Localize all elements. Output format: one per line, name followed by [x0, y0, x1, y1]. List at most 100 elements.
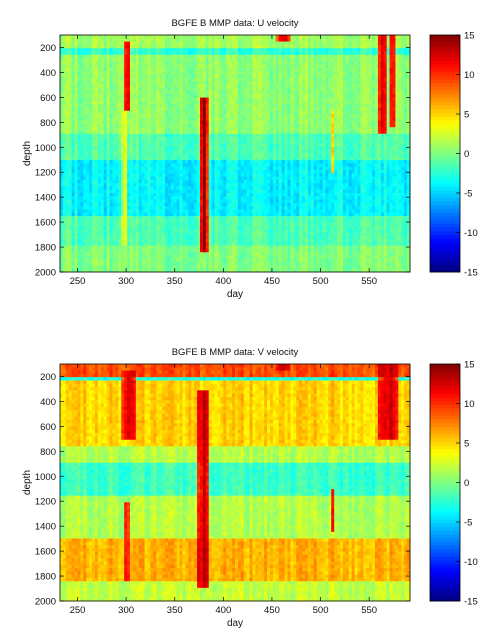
heatmap-cell: [89, 107, 92, 111]
heatmap-cell: [136, 42, 139, 46]
heatmap-cell: [110, 111, 113, 115]
heatmap-cell: [107, 177, 110, 181]
heatmap-cell: [115, 98, 118, 102]
heatmap-cell: [115, 193, 118, 197]
heatmap-cell: [69, 242, 72, 246]
heatmap-cell: [75, 61, 78, 65]
heatmap-cell: [113, 157, 116, 161]
heatmap-cell: [115, 68, 118, 72]
heatmap-cell: [107, 246, 110, 250]
heatmap-cell: [107, 130, 110, 134]
heatmap-cell: [95, 170, 98, 174]
heatmap-cell: [95, 91, 98, 95]
heatmap-cell: [130, 104, 133, 108]
heatmap-cell: [121, 163, 124, 167]
heatmap-cell: [104, 236, 107, 240]
heatmap-cell: [63, 48, 66, 52]
heatmap-cell: [98, 150, 101, 154]
heatmap-cell: [127, 117, 130, 121]
heatmap-cell: [133, 117, 136, 121]
heatmap-cell: [60, 249, 63, 253]
heatmap-cell: [133, 203, 136, 207]
heatmap-cell: [130, 216, 133, 220]
heatmap-cell: [86, 121, 89, 125]
heatmap-cell: [121, 256, 124, 260]
heatmap-cell: [86, 51, 89, 55]
heatmap-cell: [121, 167, 124, 171]
heatmap-cell: [142, 180, 145, 184]
heatmap-cell: [89, 65, 92, 69]
heatmap-cell: [115, 84, 118, 88]
heatmap-cell: [66, 117, 69, 121]
heatmap-cell: [127, 163, 130, 167]
heatmap-cell: [92, 137, 95, 141]
heatmap-cell: [142, 114, 145, 118]
heatmap-cell: [115, 259, 118, 263]
heatmap-cell: [75, 200, 78, 204]
heatmap-cell: [133, 170, 136, 174]
heatmap-cell: [124, 107, 127, 111]
heatmap-cell: [118, 229, 121, 233]
heatmap-cell: [86, 223, 89, 227]
heatmap-cell: [113, 213, 116, 217]
heatmap-cell: [75, 167, 78, 171]
heatmap-cell: [60, 239, 63, 243]
heatmap-cell: [66, 91, 69, 95]
heatmap-cell: [98, 45, 101, 49]
heatmap-cell: [75, 226, 78, 230]
heatmap-cell: [104, 259, 107, 263]
heatmap-cell: [124, 223, 127, 227]
heatmap-cell: [110, 170, 113, 174]
heatmap-cell: [66, 137, 69, 141]
heatmap-cell: [89, 157, 92, 161]
heatmap-cell: [95, 167, 98, 171]
heatmap-cell: [60, 65, 63, 69]
heatmap-cell: [89, 242, 92, 246]
heatmap-cell: [121, 236, 124, 240]
heatmap-cell: [89, 186, 92, 190]
heatmap-cell: [118, 200, 121, 204]
heatmap-cell: [121, 154, 124, 158]
heatmap-cell: [101, 249, 104, 253]
heatmap-cell: [124, 242, 127, 246]
heatmap-cell: [142, 157, 145, 161]
heatmap-cell: [121, 38, 124, 42]
heatmap-cell: [115, 236, 118, 240]
heatmap-cell: [66, 147, 69, 151]
heatmap-cell: [124, 259, 127, 263]
heatmap-cell: [113, 65, 116, 69]
heatmap-cell: [89, 147, 92, 151]
heatmap-cell: [104, 61, 107, 65]
heatmap-cell: [98, 249, 101, 253]
heatmap-cell: [130, 154, 133, 158]
heatmap-cell: [124, 51, 127, 55]
heatmap-cell: [118, 144, 121, 148]
heatmap-cell: [69, 177, 72, 181]
heatmap-cell: [142, 111, 145, 115]
heatmap-cell: [66, 71, 69, 75]
heatmap-cell: [118, 101, 121, 105]
heatmap-cell: [142, 55, 145, 59]
heatmap-cell: [118, 180, 121, 184]
heatmap-cell: [92, 61, 95, 65]
heatmap-cell: [139, 196, 142, 200]
heatmap-cell: [86, 160, 89, 164]
heatmap-cell: [83, 42, 86, 46]
heatmap-cell: [130, 163, 133, 167]
heatmap-cell: [60, 233, 63, 237]
heatmap-cell: [115, 147, 118, 151]
heatmap-cell: [66, 38, 69, 42]
heatmap-cell: [72, 78, 75, 82]
heatmap-cell: [124, 84, 127, 88]
heatmap-cell: [133, 114, 136, 118]
heatmap-cell: [78, 170, 81, 174]
heatmap-cell: [136, 124, 139, 128]
heatmap-cell: [124, 157, 127, 161]
heatmap-cell: [115, 173, 118, 177]
heatmap-cell: [139, 229, 142, 233]
heatmap-cell: [66, 61, 69, 65]
heatmap-cell: [121, 203, 124, 207]
heatmap-cell: [136, 147, 139, 151]
heatmap-cell: [113, 229, 116, 233]
heatmap-cell: [101, 236, 104, 240]
